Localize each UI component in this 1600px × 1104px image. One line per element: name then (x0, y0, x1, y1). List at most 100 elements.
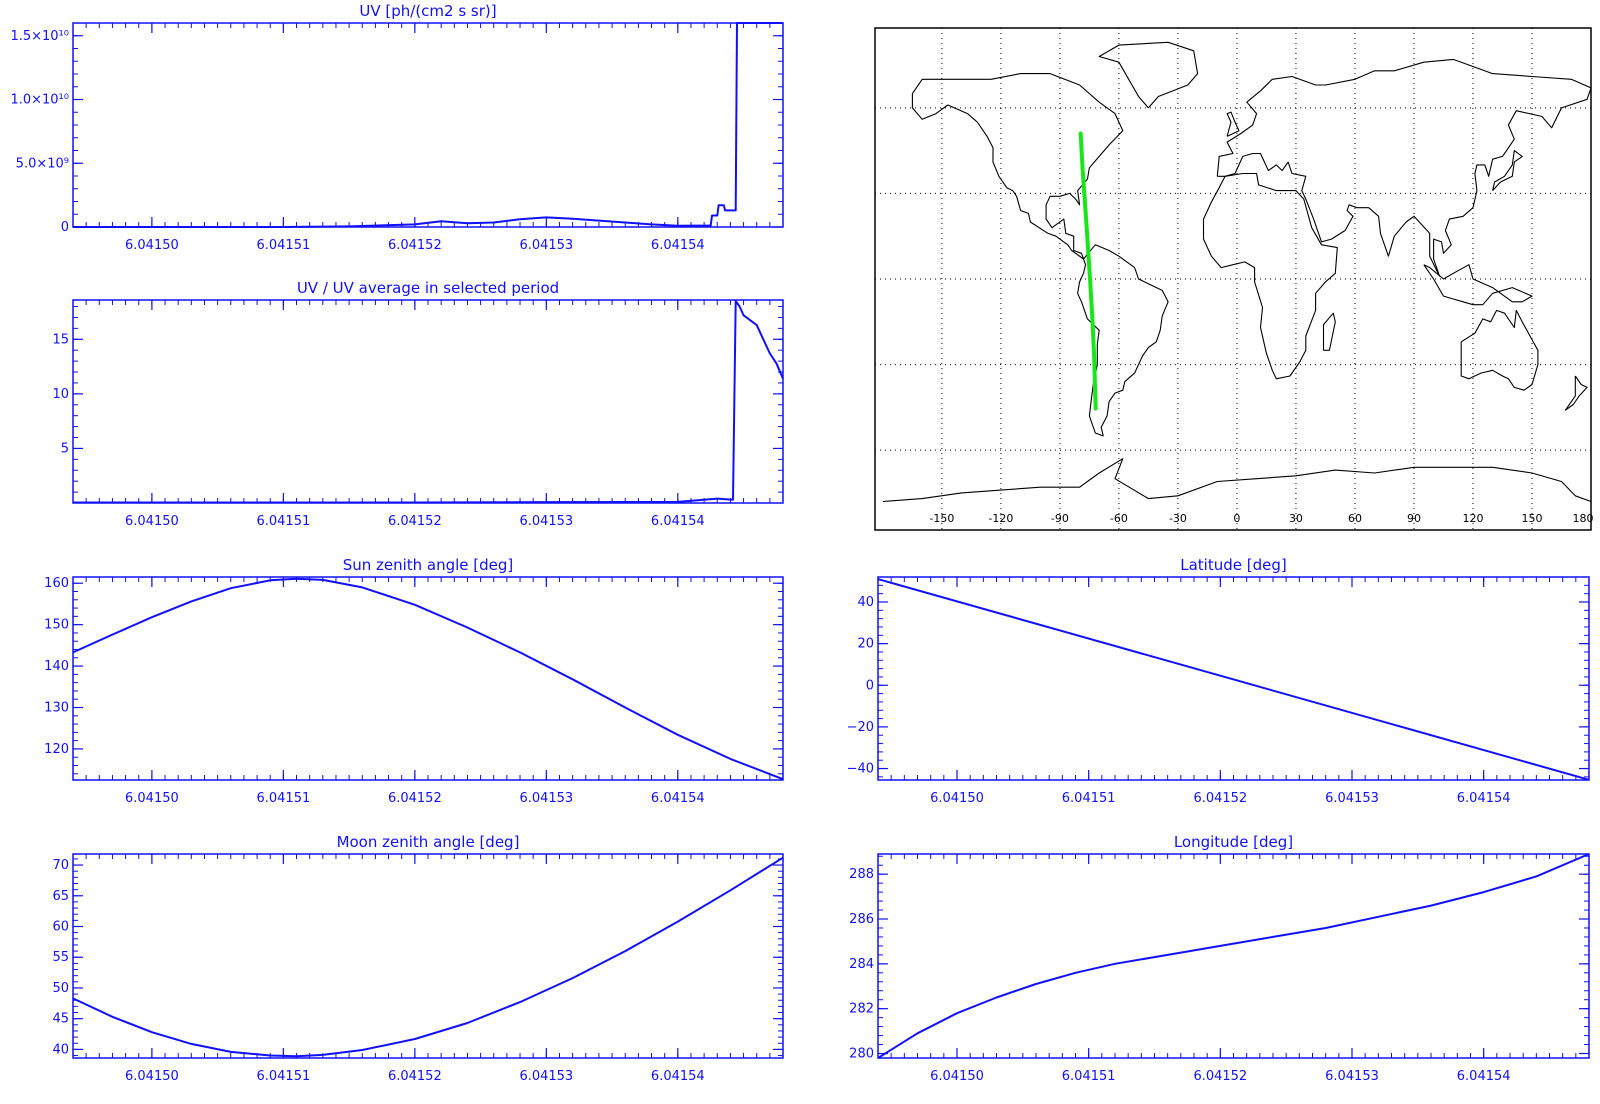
x-tick-label: 6.04152 (388, 791, 442, 806)
x-tick-label: 6.04154 (1457, 791, 1511, 806)
y-tick-label: 0 (866, 678, 874, 693)
map-lon-label: -60 (1110, 512, 1128, 525)
y-tick-label: 10 (52, 387, 69, 402)
x-tick-label: 6.04153 (1325, 791, 1379, 806)
y-tick-label: 50 (52, 981, 69, 996)
x-tick-label: 6.04151 (1062, 791, 1116, 806)
y-tick-label: 55 (52, 950, 69, 965)
japan-coastline (1492, 150, 1523, 191)
y-tick-label: 280 (849, 1047, 874, 1062)
x-tick-label: 6.04153 (519, 1069, 573, 1084)
x-tick-label: 6.04151 (256, 238, 310, 253)
series-line-sun (72, 577, 784, 781)
y-tick-label: 282 (849, 1002, 874, 1017)
y-tick-label: 0 (61, 220, 69, 235)
y-tick-label: 5.0×10⁹ (16, 156, 69, 171)
y-tick-label: 284 (849, 957, 874, 972)
x-tick-label: 6.04151 (256, 791, 310, 806)
chart-title-moon: Moon zenith angle [deg] (337, 833, 520, 851)
y-tick-label: 1.5×10¹⁰ (10, 29, 69, 44)
ground-track-line (1078, 131, 1098, 411)
y-tick-label: 70 (52, 858, 69, 873)
north-america-coastline (911, 73, 1124, 260)
chart-title-sun: Sun zenith angle [deg] (343, 556, 514, 574)
x-tick-label: 6.04153 (519, 238, 573, 253)
y-tick-label: 15 (52, 332, 69, 347)
x-tick-label: 6.04154 (651, 514, 705, 529)
chart-title-lon: Longitude [deg] (1174, 833, 1293, 851)
x-tick-label: 6.04150 (125, 514, 179, 529)
y-tick-label: −40 (847, 762, 874, 777)
y-tick-label: 160 (44, 576, 69, 591)
y-tick-label: 1.0×10¹⁰ (10, 93, 69, 108)
x-tick-label: 6.04154 (1457, 1069, 1511, 1084)
y-tick-label: 65 (52, 889, 69, 904)
x-tick-label: 6.04154 (651, 1069, 705, 1084)
y-tick-label: 5 (61, 441, 69, 456)
map-lon-label: 120 (1462, 512, 1483, 525)
new-zealand-coastline (1564, 375, 1588, 411)
map-lon-label: 0 (1233, 512, 1240, 525)
madagascar-coastline (1322, 312, 1336, 351)
map-lon-label: 150 (1521, 512, 1542, 525)
plot-frame-lon (877, 853, 1590, 1059)
x-tick-label: 6.04154 (651, 791, 705, 806)
y-tick-label: 130 (44, 701, 69, 716)
series-line-lon (877, 853, 1590, 1059)
x-tick-label: 6.04150 (930, 1069, 984, 1084)
y-tick-label: 286 (849, 912, 874, 927)
series-line-moon (72, 856, 784, 1058)
plot-frame-moon (72, 853, 784, 1059)
map-lon-label: 30 (1289, 512, 1303, 525)
x-tick-label: 6.04153 (519, 791, 573, 806)
x-tick-label: 6.04150 (125, 791, 179, 806)
map-lon-label: -30 (1169, 512, 1187, 525)
map-lon-label: -120 (988, 512, 1013, 525)
plot-frame-sun (72, 576, 784, 781)
x-tick-label: 6.04153 (1325, 1069, 1379, 1084)
y-tick-label: 140 (44, 659, 69, 674)
uk-coastline (1226, 111, 1240, 137)
x-tick-label: 6.04152 (388, 238, 442, 253)
map-lon-label: -90 (1051, 512, 1069, 525)
europe-asia-coastline (1216, 58, 1592, 277)
plot-frame-uv (72, 22, 784, 228)
antarctica-coastline (882, 458, 1592, 503)
y-tick-label: 20 (857, 637, 874, 652)
y-tick-label: 288 (849, 867, 874, 882)
map-lon-label: 180 (1573, 512, 1594, 525)
x-tick-label: 6.04152 (388, 514, 442, 529)
indonesia-coastline (1423, 264, 1533, 306)
chart-title-lat: Latitude [deg] (1180, 556, 1286, 574)
chart-title-ratio: UV / UV average in selected period (297, 279, 559, 297)
x-tick-label: 6.04153 (519, 514, 573, 529)
chart-title-uv: UV [ph/(cm2 s sr)] (359, 2, 496, 20)
series-line-ratio (73, 300, 784, 504)
map-lon-label: 60 (1348, 512, 1362, 525)
y-tick-label: 150 (44, 618, 69, 633)
y-tick-label: 40 (52, 1042, 69, 1057)
x-tick-label: 6.04152 (388, 1069, 442, 1084)
map-frame (874, 27, 1592, 531)
map-lon-label: 90 (1407, 512, 1421, 525)
x-tick-label: 6.04151 (1062, 1069, 1116, 1084)
australia-coastline (1460, 309, 1539, 391)
x-tick-label: 6.04150 (125, 238, 179, 253)
x-tick-label: 6.04151 (256, 514, 310, 529)
x-tick-label: 6.04154 (651, 238, 705, 253)
y-tick-label: 40 (857, 595, 874, 610)
x-tick-label: 6.04150 (125, 1069, 179, 1084)
y-tick-label: 120 (44, 742, 69, 757)
africa-coastline (1202, 172, 1338, 380)
x-tick-label: 6.04152 (1193, 1069, 1247, 1084)
plot-frame-ratio (72, 299, 784, 504)
y-tick-label: 60 (52, 920, 69, 935)
x-tick-label: 6.04151 (256, 1069, 310, 1084)
south-america-coastline (1077, 244, 1169, 437)
y-tick-label: −20 (847, 720, 874, 735)
greenland-coastline (1098, 41, 1199, 109)
x-tick-label: 6.04150 (930, 791, 984, 806)
y-tick-label: 45 (52, 1012, 69, 1027)
series-line-lat (877, 578, 1590, 781)
